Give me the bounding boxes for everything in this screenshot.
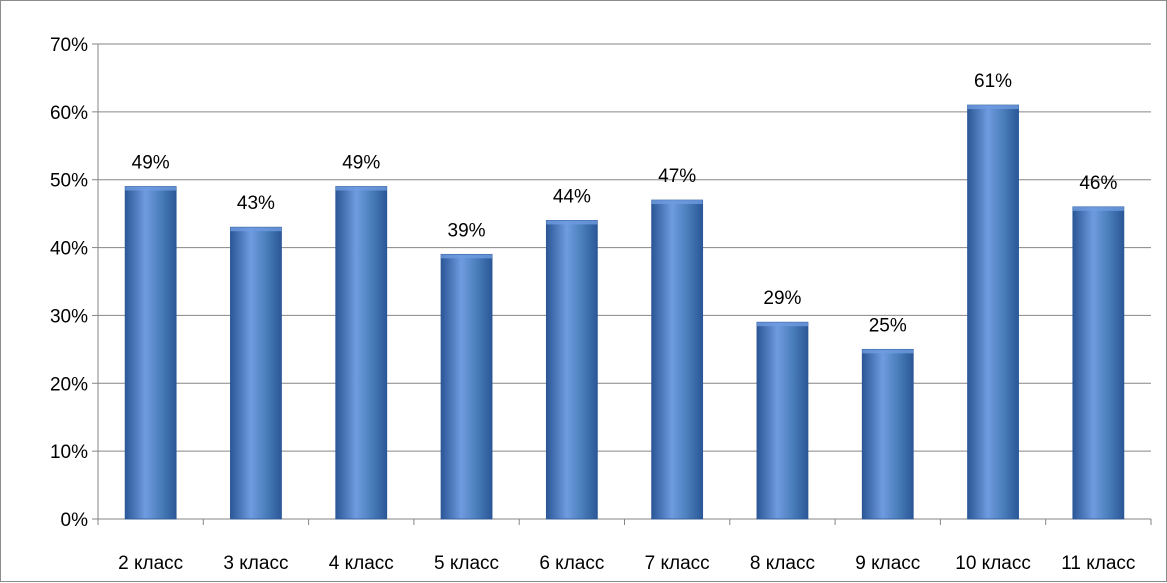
x-tick-label: 6 класс bbox=[539, 553, 604, 574]
bar bbox=[230, 226, 282, 520]
labels: 0% 10% 20% 30% 40% 50% 60% 70% 49% 2 класс 43% 3 кл… bbox=[50, 35, 1135, 574]
bar-cap bbox=[230, 227, 282, 232]
bar bbox=[651, 199, 704, 520]
bar-cap bbox=[651, 200, 703, 205]
y-tick-label: 50% bbox=[50, 171, 88, 192]
y-tick-label: 60% bbox=[50, 103, 88, 124]
y-tick-label: 40% bbox=[50, 239, 88, 260]
bar bbox=[440, 253, 493, 520]
data-label: 61% bbox=[974, 71, 1012, 92]
y-tick-label: 70% bbox=[50, 35, 88, 56]
bar-cap bbox=[441, 254, 493, 259]
bars bbox=[124, 104, 1125, 520]
y-tick-label: 30% bbox=[50, 306, 88, 327]
y-tick-label: 10% bbox=[50, 442, 88, 463]
bar-cap bbox=[967, 105, 1019, 110]
x-tick-label: 5 класс bbox=[434, 553, 499, 574]
data-label: 44% bbox=[553, 186, 591, 207]
x-tick-label: 11 класс bbox=[1061, 553, 1135, 574]
bar bbox=[861, 348, 914, 520]
bar-cap bbox=[125, 186, 177, 191]
bar bbox=[756, 321, 809, 520]
data-label: 49% bbox=[132, 153, 170, 174]
data-label: 46% bbox=[1079, 173, 1117, 194]
bar bbox=[545, 220, 598, 520]
y-tick-label: 0% bbox=[61, 510, 89, 531]
bar bbox=[1072, 206, 1125, 520]
x-tick-label: 4 класс bbox=[329, 553, 394, 574]
x-tick-label: 7 класс bbox=[645, 553, 710, 574]
y-tick-label: 20% bbox=[50, 374, 88, 395]
bar bbox=[967, 104, 1019, 520]
data-label: 49% bbox=[342, 153, 380, 174]
x-tick-label: 2 класс bbox=[118, 553, 183, 574]
bar-cap bbox=[862, 349, 914, 354]
bar-cap bbox=[756, 322, 808, 327]
data-label: 43% bbox=[237, 193, 275, 214]
x-tick-label: 8 класс bbox=[750, 553, 815, 574]
bar-cap bbox=[1072, 206, 1124, 211]
bar bbox=[124, 186, 177, 520]
data-label: 47% bbox=[658, 166, 696, 187]
bar-cap bbox=[335, 186, 387, 191]
data-label: 25% bbox=[869, 315, 907, 336]
bar bbox=[335, 186, 388, 520]
bar-cap bbox=[546, 220, 598, 225]
x-tick-label: 3 класс bbox=[223, 553, 288, 574]
x-tick-label: 9 класс bbox=[855, 553, 920, 574]
data-label: 29% bbox=[763, 288, 801, 309]
data-label: 39% bbox=[448, 220, 486, 241]
x-tick-label: 10 класс bbox=[955, 553, 1031, 574]
